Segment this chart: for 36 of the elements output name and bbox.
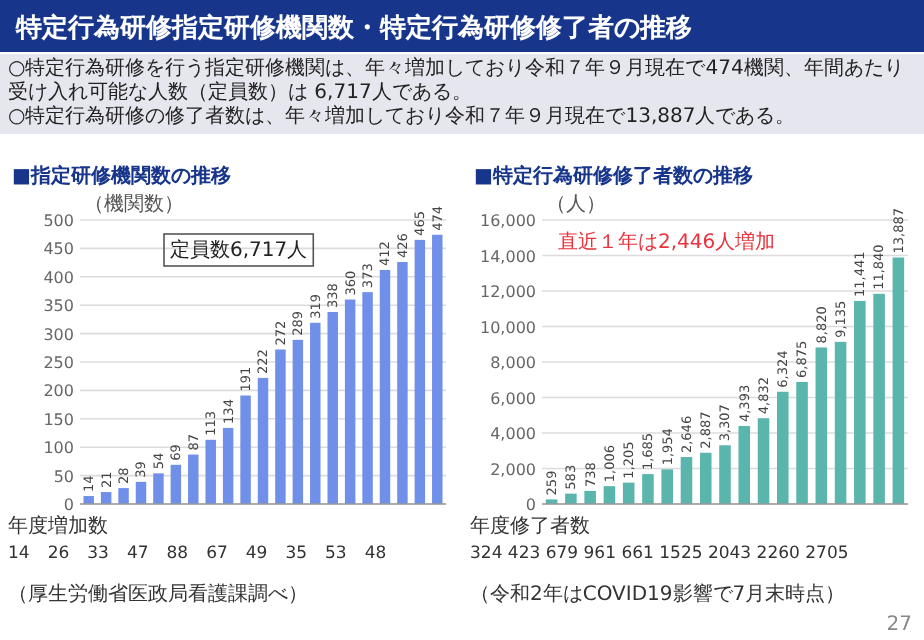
text: ○特定行為研修の修了者数は、年々増加しており令和７年９月現在で13,887人である。 xyxy=(8,106,798,130)
y-axis-title: （人） xyxy=(546,194,606,216)
y-tick-label: 250 xyxy=(43,354,74,372)
text: （令和2年はCOVID19影響で7月末時点） xyxy=(470,582,846,606)
y-axis-title: （機関数） xyxy=(84,192,184,216)
annotation: 直近１年は2,446人増加 xyxy=(558,230,776,254)
y-tick-label: 500 xyxy=(43,212,74,230)
annotation: 定員数6,717人 xyxy=(170,238,308,262)
y-tick-label: 10,000 xyxy=(480,318,536,337)
y-tick-label: 16,000 xyxy=(480,212,536,230)
chart-title: ■特定行為研修修了者数の推移 xyxy=(474,164,753,188)
y-tick-label: 14,000 xyxy=(480,247,536,266)
text: 年度修了者数 xyxy=(470,514,590,538)
text: 14 26 33 47 88 67 49 35 53 48 xyxy=(8,544,387,564)
y-tick-label: 8,000 xyxy=(490,354,536,372)
y-tick-label: 300 xyxy=(43,325,74,344)
text: ○特定行為研修を行う指定研修機関は、年々増加しており令和７年９月現在で474機関、年間あたり受け入れ可能な人数（定員数）は 6,717人である。 xyxy=(8,58,906,105)
y-tick-label: 2,000 xyxy=(490,460,536,479)
y-tick-label: 4,000 xyxy=(490,425,536,443)
y-tick-label: 150 xyxy=(43,410,74,429)
y-tick-label: 100 xyxy=(43,439,74,458)
text: 324 423 679 961 661 1525 2043 2260 2705 xyxy=(470,544,849,564)
y-tick-label: 12,000 xyxy=(480,283,536,301)
text: 年度増加数 xyxy=(8,514,108,538)
y-tick-label: 450 xyxy=(43,240,74,259)
y-tick-label: 50 xyxy=(53,467,74,486)
text: 27 xyxy=(886,614,912,636)
y-tick-label: 0 xyxy=(525,496,536,514)
y-tick-label: 350 xyxy=(43,297,74,316)
chart-title: ■指定研修機関数の推移 xyxy=(12,164,231,188)
y-tick-label: 200 xyxy=(43,382,74,401)
text: （厚生労働省医政局看護課調べ） xyxy=(8,582,308,606)
y-tick-label: 6,000 xyxy=(490,389,536,408)
y-tick-label: 400 xyxy=(43,268,74,287)
text: 特定行為研修指定研修機関数・特定行為研修修了者の推移 xyxy=(14,12,692,44)
y-tick-label: 0 xyxy=(63,496,74,514)
